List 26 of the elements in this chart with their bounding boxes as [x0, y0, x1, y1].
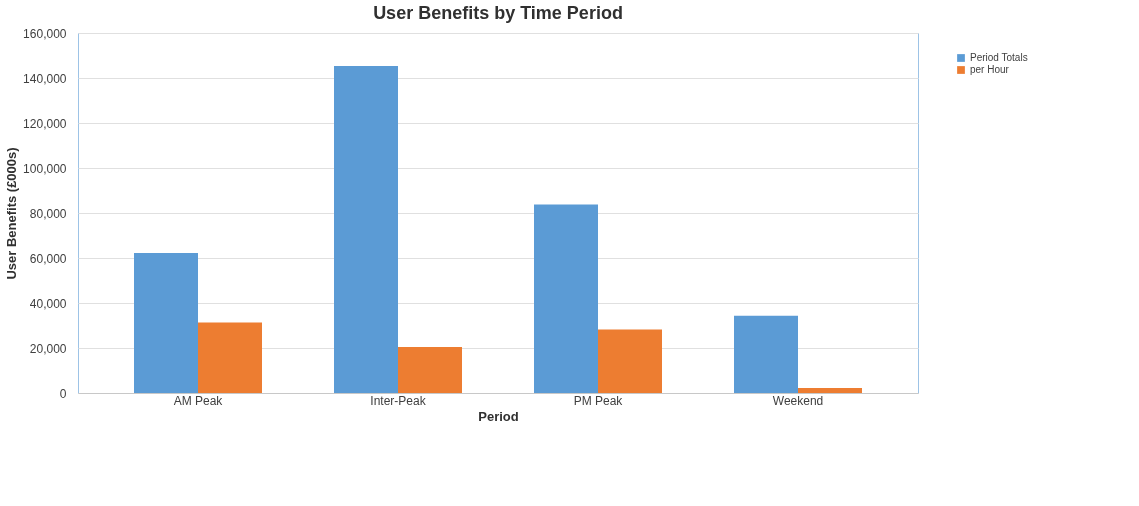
x-tick-label: Inter-Peak	[370, 393, 427, 408]
y-tick-label: 100,000	[23, 161, 67, 176]
x-tick-label: AM Peak	[173, 393, 224, 408]
x-axis-title: Period	[478, 408, 519, 424]
bar	[734, 315, 798, 393]
bar	[798, 388, 862, 393]
y-tick-label: 60,000	[29, 251, 67, 266]
bar	[334, 66, 398, 393]
bar	[198, 322, 262, 393]
x-tick-label: PM Peak	[573, 393, 624, 408]
chart-title: User Benefits by Time Period	[373, 3, 623, 23]
bar	[534, 204, 598, 393]
y-tick-label: 160,000	[23, 26, 67, 41]
y-tick-label: 140,000	[23, 71, 67, 86]
y-tick-label: 120,000	[23, 116, 67, 131]
bar	[598, 329, 662, 393]
legend-label: per Hour	[970, 64, 1010, 75]
y-tick-label: 0	[59, 386, 67, 401]
y-tick-label: 80,000	[29, 206, 67, 221]
y-tick-label: 40,000	[29, 296, 67, 311]
y-tick-label: 20,000	[29, 341, 67, 356]
bar	[398, 347, 462, 393]
legend-label: Period Totals	[970, 52, 1028, 63]
bar	[134, 253, 198, 393]
y-axis-title: User Benefits (£000s)	[4, 147, 20, 280]
x-tick-label: Weekend	[772, 393, 824, 408]
